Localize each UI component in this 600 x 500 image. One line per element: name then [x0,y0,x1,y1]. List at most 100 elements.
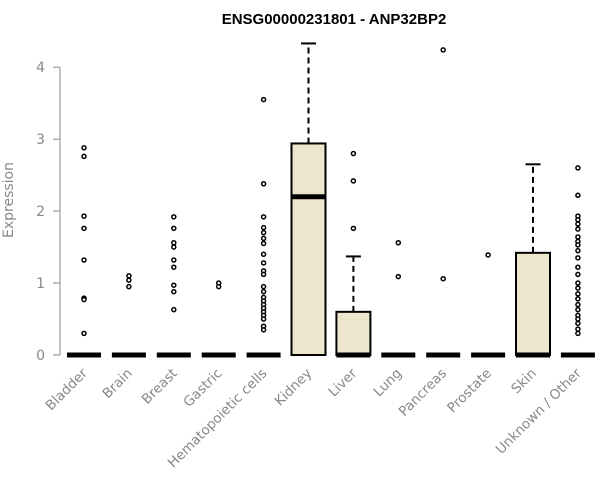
outlier-point [171,240,177,246]
outlier-point [260,260,267,266]
outlier-point [260,214,267,220]
outlier-point [126,283,132,290]
outlier-point [575,165,581,171]
outlier-point [575,242,581,248]
outlier-point [260,224,267,231]
outlier-point [260,327,267,333]
y-tick-label-3: 3 [36,132,45,148]
outlier-point [171,306,177,313]
y-tick-label-2: 2 [36,204,45,220]
box-kidney [290,42,327,356]
outlier-point [575,192,581,199]
box-pancreas [426,47,461,358]
outlier-point [575,226,581,232]
x-tick-label: Bladder [43,365,92,414]
box-bladder [67,145,101,358]
iqr-box [335,310,372,356]
outlier-point [260,316,267,322]
outlier-point [81,145,87,151]
outlier-point [260,288,267,295]
x-tick-label: Kidney [271,366,315,410]
box-hematopoietic-cells [246,96,281,358]
outlier-point [260,271,267,278]
outlier-point [171,257,177,263]
outlier-point [171,225,177,232]
outlier-point [575,301,581,308]
x-tick-label: Brain [99,366,135,402]
box-skin [515,163,551,358]
outlier-point [350,150,357,157]
outlier-point [575,247,581,254]
outlier-point [171,214,177,220]
y-tick-label-4: 4 [36,60,45,76]
outlier-point [395,240,402,246]
outlier-point [260,240,267,247]
outlier-point [575,216,581,223]
y-axis-label: Expression [1,162,17,238]
outlier-point [126,273,132,279]
box-group [67,42,595,358]
outlier-point [81,296,87,303]
outlier-point [575,255,581,261]
box-gastric [201,280,236,358]
outlier-point [171,282,177,288]
outlier-point [485,252,491,258]
outlier-point [440,275,446,282]
outlier-point [350,225,357,232]
outlier-point [575,296,581,302]
x-tick-label: Breast [139,366,181,408]
iqr-box [290,142,327,356]
x-tick-label: Liver [325,365,360,400]
outlier-point [575,306,581,313]
box-unknown-other [560,165,595,358]
outlier-point [81,213,87,219]
x-tick-label: Unknown / Other [493,365,585,457]
outlier-point [260,235,267,242]
x-tick-label: Prostate [444,366,495,417]
outlier-point [126,277,132,283]
outlier-point [260,283,267,290]
outlier-point [260,180,267,187]
outlier-point [575,291,581,297]
outlier-point [575,271,581,278]
x-tick-label: Gastric [180,366,225,411]
box-breast [156,214,191,358]
outlier-point [260,229,267,236]
outlier-point [575,234,581,240]
outlier-point [575,285,581,291]
outlier-point [575,280,581,286]
outlier-point [575,221,581,227]
outlier-point [575,326,581,332]
outlier-point [81,153,87,160]
outlier-point [81,330,87,337]
chart-title: ENSG00000231801 - ANP32BP2 [222,11,447,28]
y-axis: 0 1 2 3 4 [36,60,61,364]
x-tick-label: Lung [371,366,406,401]
outlier-point [350,178,357,184]
iqr-box [515,251,551,356]
outlier-point [260,96,267,103]
box-lung [381,240,416,358]
x-tick-label: Skin [508,366,540,398]
outlier-point [171,264,177,270]
outlier-point [171,244,177,250]
outlier-point [395,273,402,280]
box-brain [111,273,146,358]
outlier-point [171,288,177,295]
outlier-point [575,264,581,270]
box-liver [335,150,372,358]
outlier-point [575,316,581,322]
outlier-point [81,257,87,263]
y-tick-label-1: 1 [36,276,45,292]
outlier-point [215,283,222,290]
outlier-point [260,251,267,258]
outlier-point [440,47,446,53]
outlier-point [81,225,87,232]
y-tick-label-0: 0 [36,348,45,364]
box-prostate [471,252,506,358]
outlier-point [575,330,581,337]
x-tick-label: Pancreas [396,366,450,420]
outlier-point [575,320,581,327]
